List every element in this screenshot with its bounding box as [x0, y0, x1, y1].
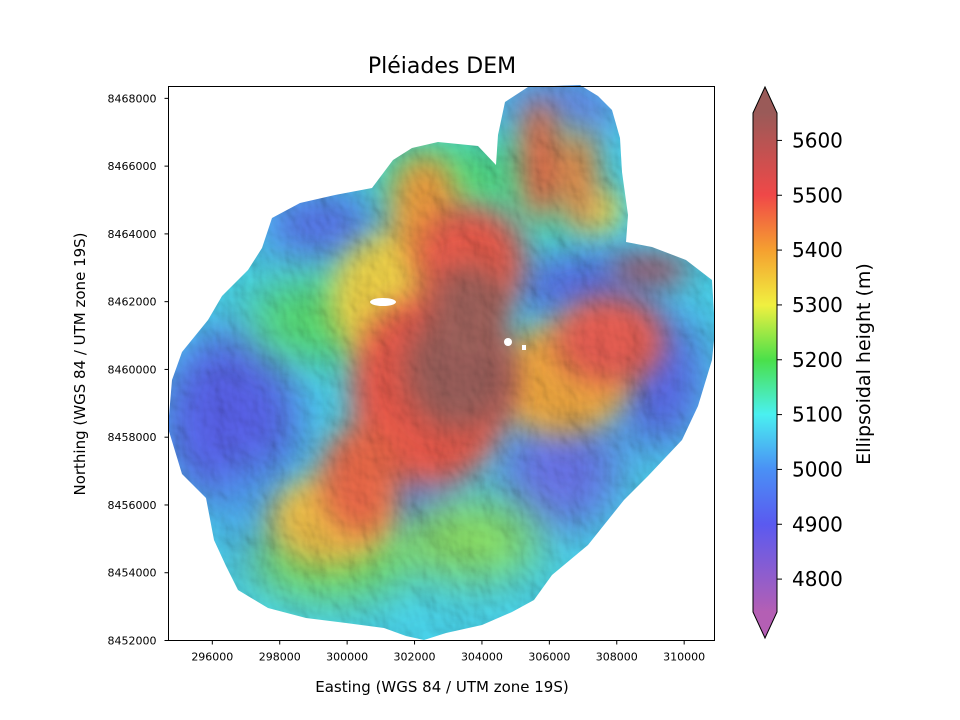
colorbar: 4800 4900 5000 5100 5200 5300 5400 5500 5600 Ell… [752, 85, 875, 640]
x-tick-label: 298000 [259, 651, 301, 664]
colorbar-tick-label: 4900 [792, 512, 843, 536]
colorbar-tick-label: 4800 [792, 567, 843, 591]
dem-raster [168, 85, 715, 640]
y-tick-label: 8466000 [108, 160, 157, 173]
y-tick-label: 8456000 [108, 499, 157, 512]
colorbar-label: Ellipsoidal height (m) [853, 263, 875, 465]
y-tick-label: 8464000 [108, 228, 157, 241]
y-tick-label: 8452000 [108, 635, 157, 648]
axes-frame [168, 86, 715, 641]
colorbar-gradient [753, 113, 777, 612]
colorbar-ticks: 4800 4900 5000 5100 5200 5300 5400 5500 5600 [777, 128, 843, 591]
x-tick-label: 304000 [461, 651, 503, 664]
x-tick-label: 300000 [326, 651, 368, 664]
x-tick-label: 302000 [394, 651, 436, 664]
nodata-holes [370, 298, 526, 350]
x-tick-label: 308000 [596, 651, 638, 664]
x-tick-label: 310000 [663, 651, 705, 664]
y-tick-label: 8460000 [108, 363, 157, 376]
x-tick-label: 306000 [528, 651, 570, 664]
colorbar-tick-label: 5300 [792, 293, 843, 317]
colorbar-extend-min [753, 612, 777, 638]
y-axis-ticks: 8452000 8454000 8456000 8458000 8460000 84620… [108, 92, 169, 648]
y-tick-label: 8468000 [108, 92, 157, 105]
y-tick-label: 8462000 [108, 296, 157, 309]
colorbar-tick-label: 5400 [792, 238, 843, 262]
chart-title: Pléiades DEM [368, 54, 516, 79]
colorbar-tick-label: 5500 [792, 183, 843, 207]
colorbar-outline [752, 85, 778, 640]
colorbar-extend-max [753, 87, 777, 113]
colorbar-tick-label: 5600 [792, 128, 843, 152]
x-axis-label: Easting (WGS 84 / UTM zone 19S) [315, 678, 568, 696]
y-axis-label: Northing (WGS 84 / UTM zone 19S) [71, 232, 89, 495]
colorbar-tick-label: 5100 [792, 403, 843, 427]
y-tick-label: 8454000 [108, 567, 157, 580]
y-tick-label: 8458000 [108, 431, 157, 444]
x-tick-label: 296000 [191, 651, 233, 664]
colorbar-tick-label: 5200 [792, 348, 843, 372]
x-axis-ticks: 296000 298000 300000 302000 304000 306000 3080… [191, 640, 705, 664]
colorbar-tick-label: 5000 [792, 457, 843, 481]
